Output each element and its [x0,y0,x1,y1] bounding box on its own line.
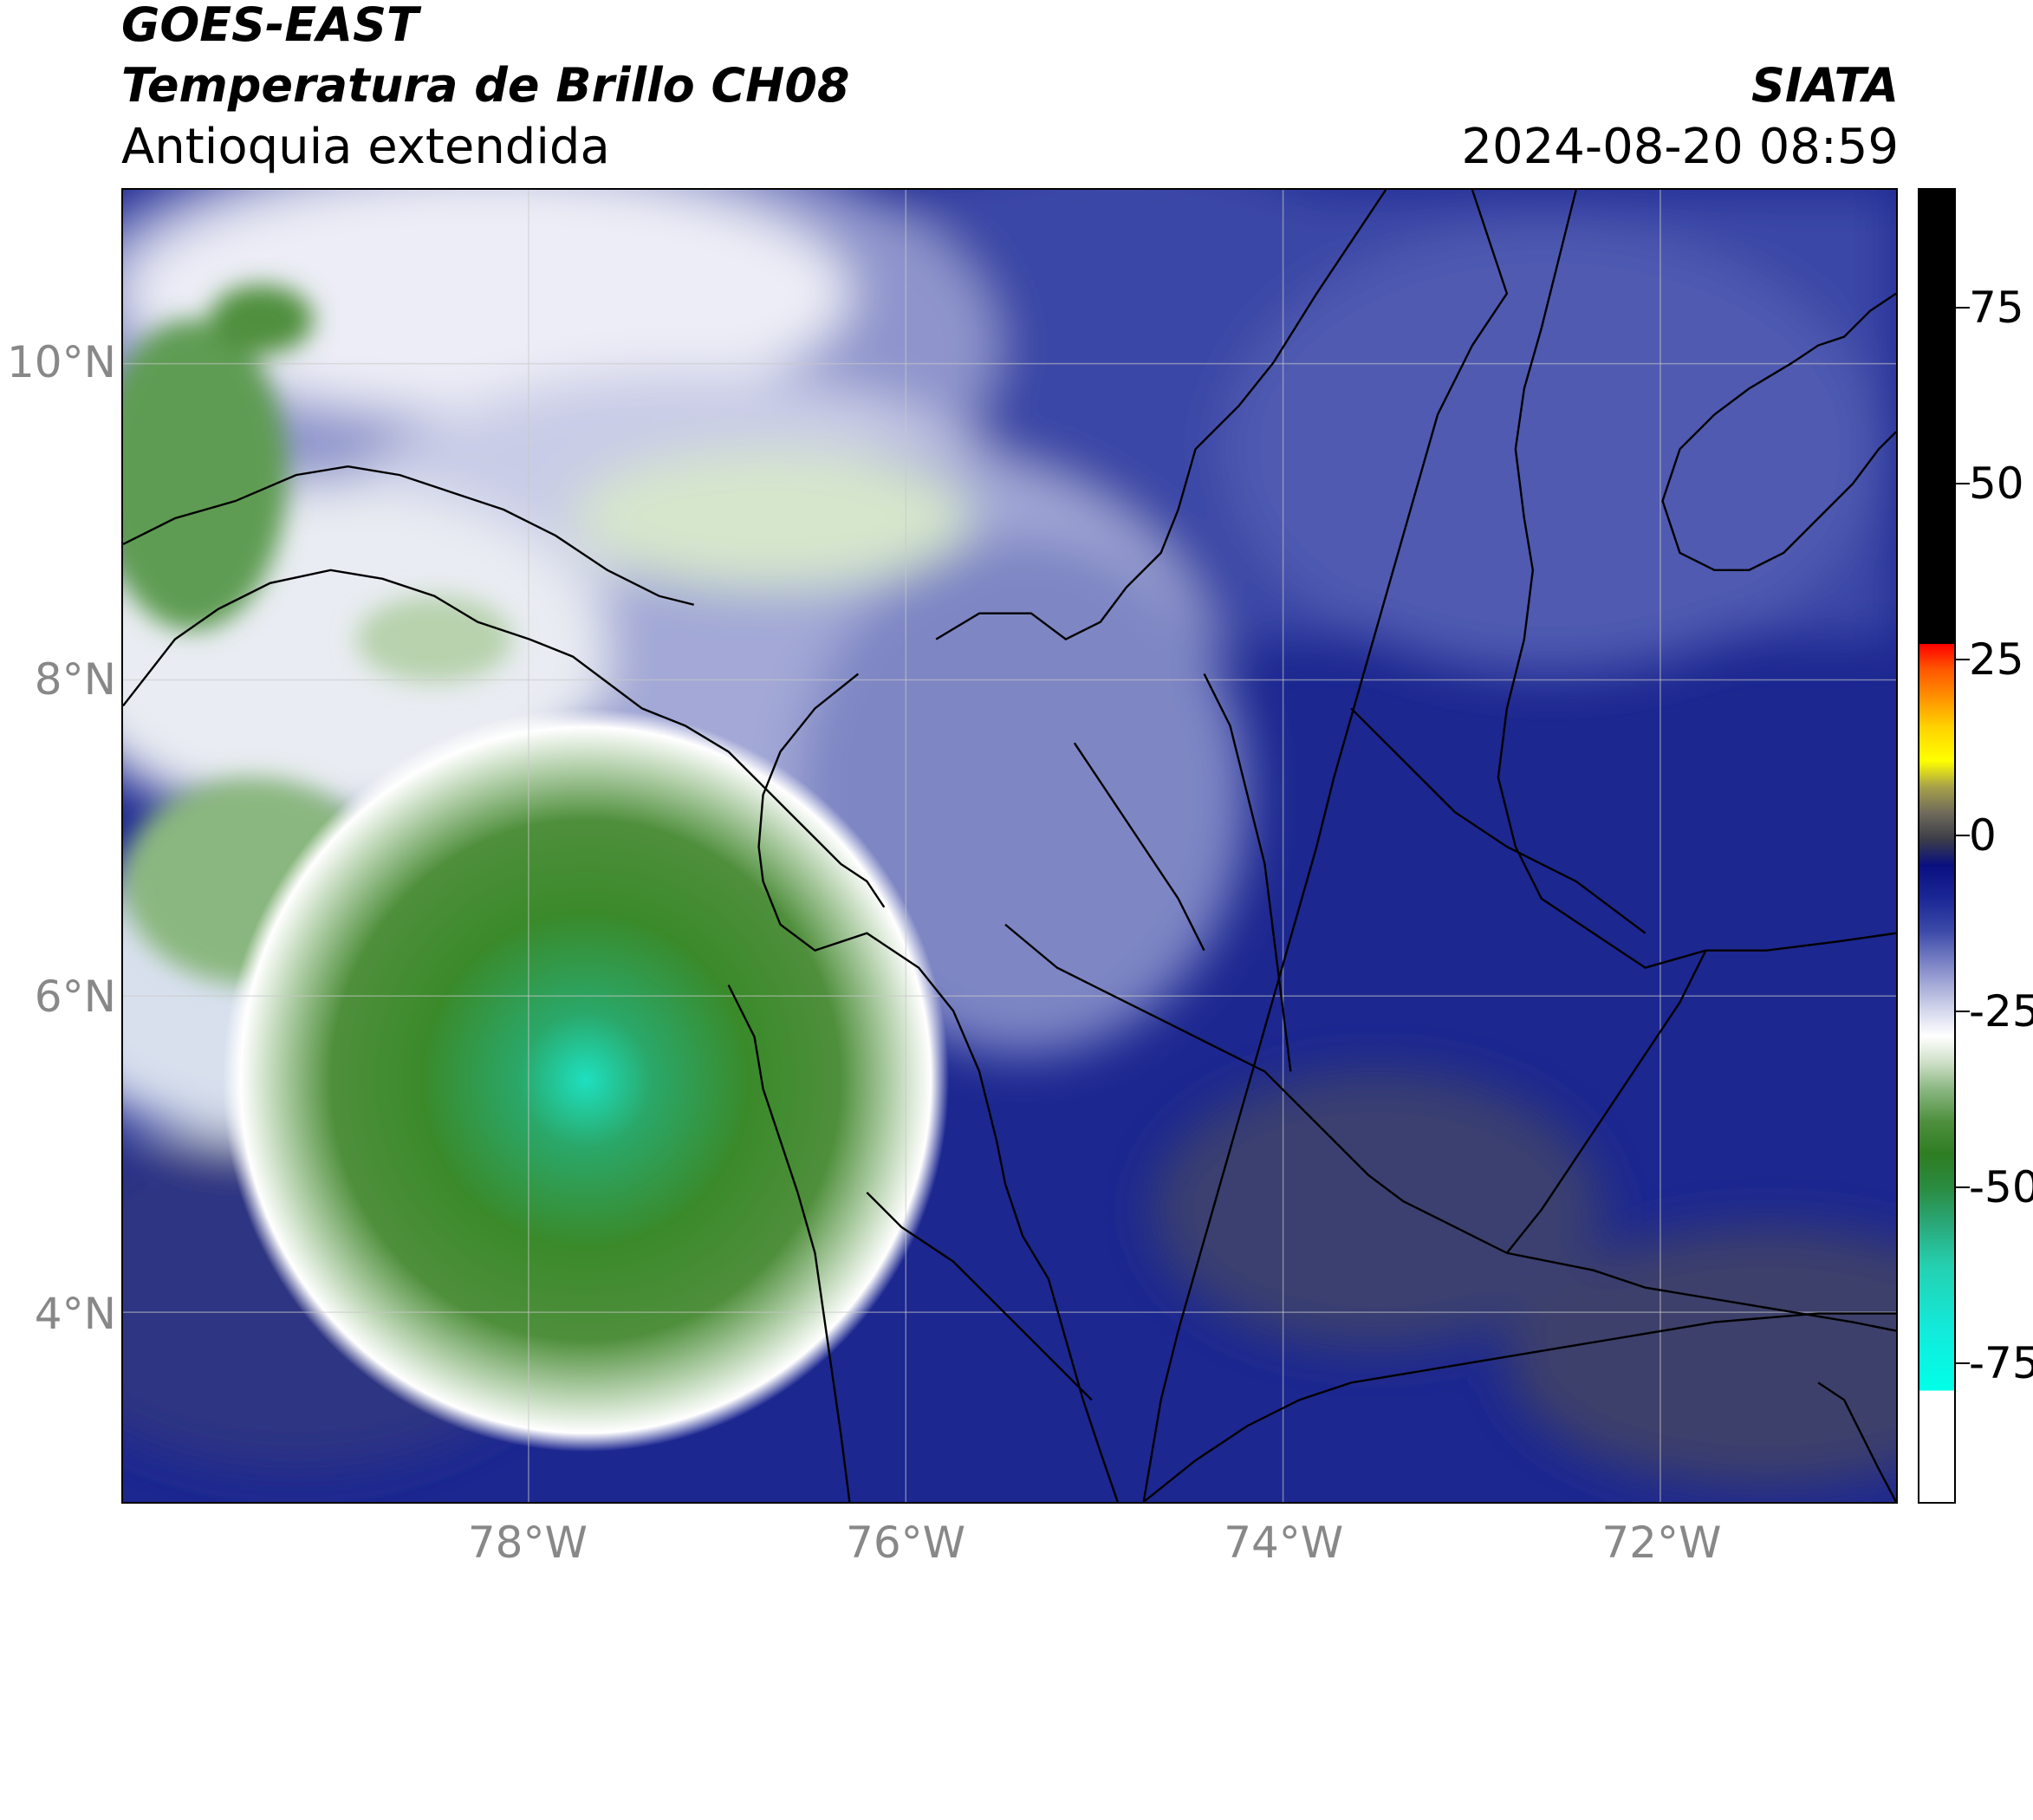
colorbar-tick-label: 25 [1969,634,2024,685]
colorbar-tick-label: -75 [1969,1337,2033,1388]
map-panel[interactable] [121,188,1898,1504]
lon-label-78w: 78°W [467,1518,588,1568]
colorbar-tick [1956,658,1970,660]
region-subtitle: Antioquia extendida [121,119,610,175]
colorbar-tick-label: 0 [1969,809,1997,861]
deep-convection-cell [222,708,950,1453]
lon-label-72w: 72°W [1601,1518,1722,1568]
timestamp-label: 2024-08-20 08:59 [1461,119,1899,175]
colorbar-tick-label: -25 [1969,985,2033,1037]
colorbar-tick-label: -50 [1969,1161,2033,1212]
product-title: Temperatura de Brillo CH08 [121,58,850,113]
lat-label-4n: 4°N [34,1288,116,1339]
colorbar-tick [1956,482,1970,484]
satellite-title: GOES-EAST [121,0,419,52]
colorbar-tick [1956,307,1970,309]
colorbar-tick-label: 50 [1969,458,2024,509]
brightness-temperature-map[interactable] [123,190,1896,1502]
colorbar-tick [1956,834,1970,836]
colorbar-tick-label: 75 [1969,283,2024,333]
organization-label: SIATA [1750,58,1899,113]
lon-label-76w: 76°W [846,1518,966,1568]
gridlines [123,190,1896,1502]
colorbar-tick [1956,1010,1970,1012]
lat-label-6n: 6°N [34,971,116,1022]
temperature-colorbar [1918,188,1956,1504]
colorbar-tick [1956,1362,1970,1364]
lon-label-74w: 74°W [1224,1518,1344,1568]
colorbar-tick [1956,1186,1970,1188]
coastlines-and-borders [123,190,1896,1502]
lat-label-8n: 8°N [34,653,116,705]
lat-label-10n: 10°N [6,337,116,388]
